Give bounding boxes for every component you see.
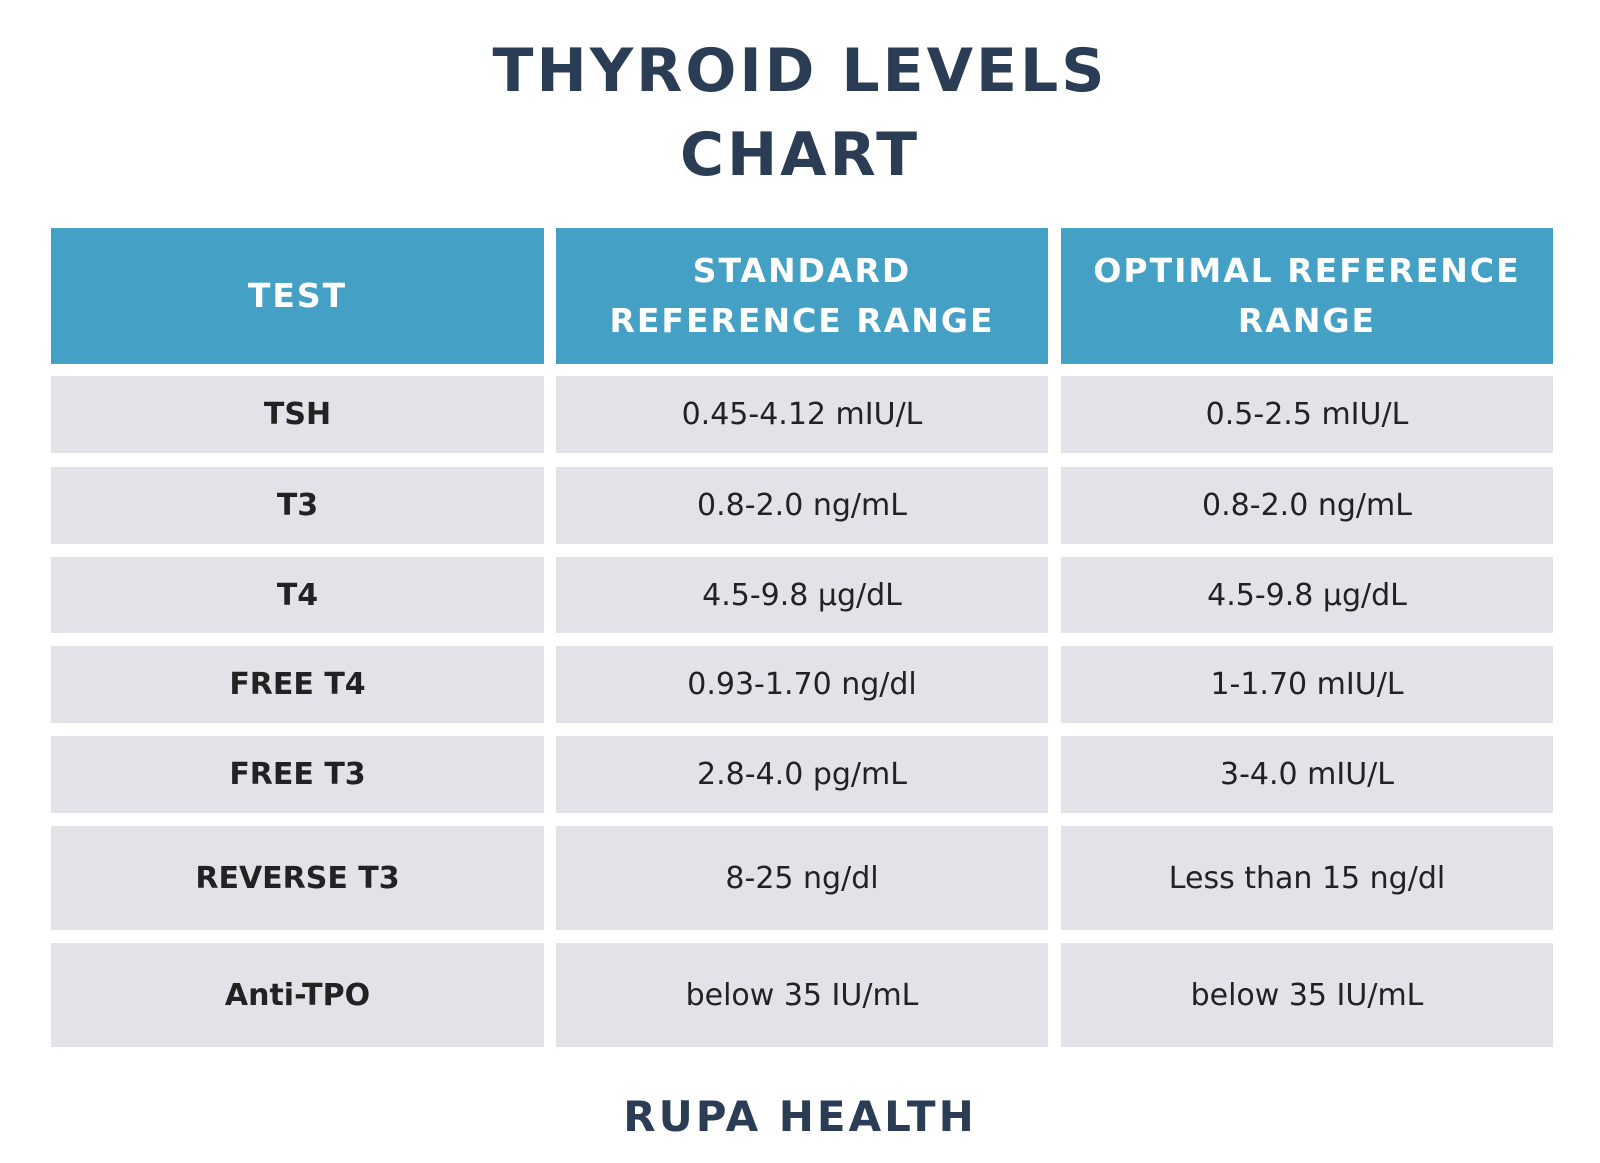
range-cell: 0.8-2.0 ng/mL — [556, 467, 1048, 544]
range-cell: 0.8-2.0 ng/mL — [1061, 467, 1553, 544]
range-cell: below 35 IU/mL — [1061, 943, 1553, 1047]
test-name: REVERSE T3 — [51, 826, 544, 930]
range-cell: 0.45-4.12 mIU/L — [556, 376, 1048, 453]
range-cell: 4.5-9.8 µg/dL — [556, 557, 1048, 633]
test-name: T4 — [51, 557, 544, 633]
column-header: TEST — [51, 228, 544, 364]
title-line: CHART — [679, 120, 921, 190]
test-name: FREE T3 — [51, 736, 544, 813]
range-cell: 8-25 ng/dl — [556, 826, 1048, 930]
range-cell: Less than 15 ng/dl — [1061, 826, 1553, 930]
range-cell: below 35 IU/mL — [556, 943, 1048, 1047]
test-name: T3 — [51, 467, 544, 544]
column-header: STANDARD REFERENCE RANGE — [556, 228, 1048, 364]
range-cell: 1-1.70 mIU/L — [1061, 646, 1553, 723]
range-cell: 3-4.0 mIU/L — [1061, 736, 1553, 813]
range-cell: 0.5-2.5 mIU/L — [1061, 376, 1553, 453]
test-name: TSH — [51, 376, 544, 453]
test-name: FREE T4 — [51, 646, 544, 723]
column-header: OPTIMAL REFERENCE RANGE — [1061, 228, 1553, 364]
title-line: THYROID LEVELS — [492, 36, 1108, 106]
range-cell: 4.5-9.8 µg/dL — [1061, 557, 1553, 633]
range-cell: 0.93-1.70 ng/dl — [556, 646, 1048, 723]
range-cell: 2.8-4.0 pg/mL — [556, 736, 1048, 813]
footer-brand: RUPA HEALTH — [623, 1092, 977, 1141]
test-name: Anti-TPO — [51, 943, 544, 1047]
